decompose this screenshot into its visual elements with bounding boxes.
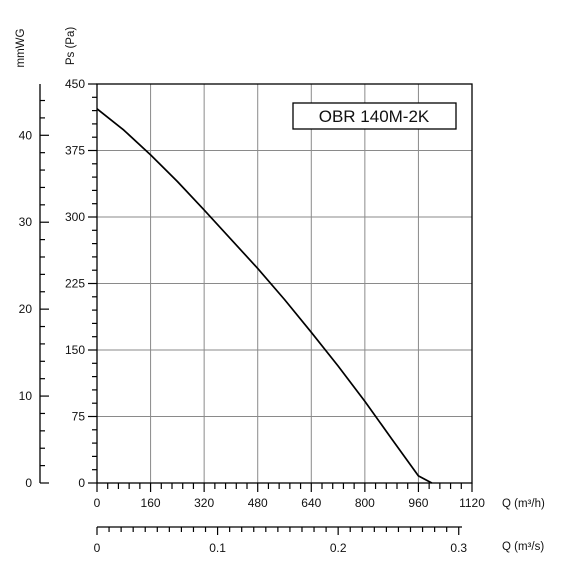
y2-tick-label: 10 [19,389,33,403]
x-tick-label: 1120 [459,496,485,510]
chart-title: OBR 140M-2K [319,107,430,126]
x2-tick-label: 0.1 [209,541,226,555]
performance-curve [96,108,433,484]
series [96,108,433,484]
x-tick-label: 0 [94,496,101,510]
x-tick-label: 960 [408,496,428,510]
y-tick-label: 375 [65,144,85,158]
y-tick-label: 0 [78,476,85,490]
model-label-box: OBR 140M-2K [292,102,457,130]
y2-tick-label: 30 [19,215,33,229]
x-tick-label: 160 [141,496,161,510]
x2-axis-title: Q (m³/s) [502,541,544,553]
y-tick-label: 75 [72,410,86,424]
y2-tick-label: 40 [19,128,33,142]
x-tick-label: 640 [301,496,321,510]
x-tick-label: 480 [248,496,268,510]
y2-tick-label: 0 [25,476,32,490]
axes: 0 75 150 225 300 375 450 0 10 20 30 40 0 160 320 480 640… [19,77,486,555]
y-axis-title: Ps (Pa) [65,27,77,66]
y-tick-label: 450 [65,77,85,91]
x2-tick-label: 0.2 [330,541,347,555]
grid [97,84,472,483]
y-tick-label: 300 [65,210,85,224]
x2-tick-label: 0 [94,541,101,555]
y-tick-label: 225 [65,277,85,291]
y2-tick-label: 20 [19,302,33,316]
x-tick-label: 320 [194,496,214,510]
x-axis-title: Q (m³/h) [502,498,545,510]
y2-axis-title: mmWG [15,28,27,67]
x-tick-label: 800 [355,496,375,510]
y-tick-label: 150 [65,343,85,357]
x2-tick-label: 0.3 [450,541,467,555]
